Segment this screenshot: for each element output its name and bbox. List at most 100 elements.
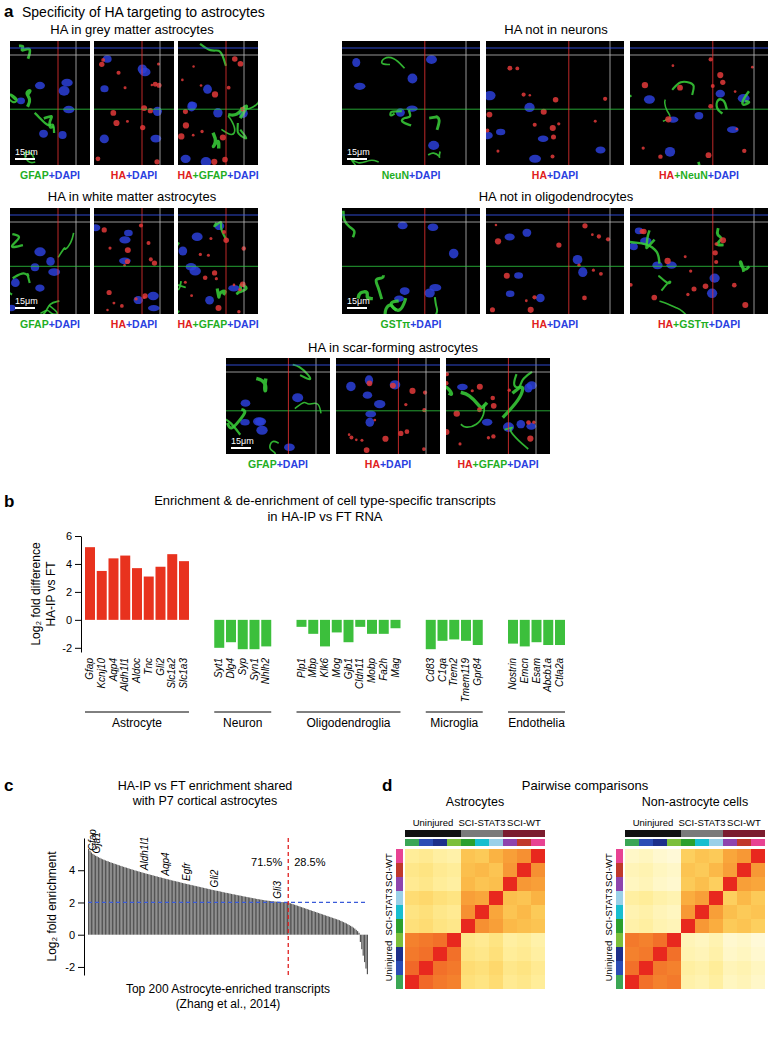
y-tick-group: 6 (66, 530, 81, 542)
heatmap (405, 849, 545, 989)
crosshair (486, 109, 624, 110)
red-stain (200, 84, 203, 87)
crosshair (336, 410, 440, 411)
bar (267, 901, 268, 935)
heatmap-cell (667, 877, 681, 891)
red-stain (192, 134, 195, 137)
channel-label-part: +DAPI (547, 169, 578, 181)
channel-label-part: +GFAP (473, 458, 508, 470)
heatmap-cell (433, 933, 447, 947)
bar (252, 898, 253, 935)
y-tick (78, 967, 84, 968)
panel-letter: a (4, 2, 14, 21)
heatmap-cell (625, 933, 639, 947)
bar (203, 888, 204, 935)
heatmap-cell (531, 863, 545, 877)
bar (169, 880, 170, 935)
green-stain (178, 242, 179, 260)
heatmap-cell (419, 919, 433, 933)
green-stain (270, 441, 279, 454)
orthogonal-divider (160, 41, 161, 165)
heatmap-cell (723, 891, 737, 905)
bar (98, 857, 99, 935)
heatmap-cell (681, 933, 695, 947)
red-stain (720, 80, 725, 85)
green-stain (12, 234, 23, 247)
heatmap-cell (695, 863, 709, 877)
x-tick-group: Syp (237, 658, 248, 676)
orthogonal-divider (630, 55, 768, 56)
red-stain (348, 433, 351, 436)
heatmap-cell (461, 961, 475, 975)
bar (154, 876, 155, 935)
red-stain (349, 435, 353, 439)
red-stain (630, 283, 633, 287)
sample-chip (616, 849, 623, 863)
nucleus (240, 419, 249, 425)
channel-label-part: +DAPI (227, 318, 258, 330)
heatmap-cell (517, 947, 531, 961)
y-tick-group: -2 (65, 961, 84, 973)
bar (151, 875, 152, 935)
nucleus (398, 222, 408, 230)
nucleus (505, 233, 515, 240)
nucleus (124, 230, 133, 237)
red-stain (703, 283, 709, 289)
nucleus (241, 399, 251, 406)
bar (555, 620, 565, 645)
red-stain (709, 57, 713, 61)
bar (201, 887, 202, 934)
heatmap-cell (737, 947, 751, 961)
crosshair (142, 41, 143, 165)
y-tick-label: 4 (69, 864, 75, 876)
red-stain (238, 288, 241, 291)
bar (336, 919, 337, 934)
bar (350, 926, 351, 935)
micrograph-background (486, 208, 624, 314)
green-stain (213, 133, 219, 149)
orthogonal-divider (610, 41, 611, 165)
scale-bar (15, 307, 35, 309)
heatmap-cell (751, 961, 765, 975)
green-stain (256, 378, 266, 390)
x-tick-label: Slc1a2 (166, 658, 177, 689)
green-stain (428, 152, 440, 158)
green-stain (58, 233, 73, 258)
reference-line (88, 902, 368, 903)
x-tick-group: Gfap (84, 658, 95, 680)
green-stain (295, 402, 321, 413)
nucleus (578, 267, 587, 277)
bar (297, 906, 298, 935)
sample-chip (616, 919, 623, 933)
bar (155, 876, 156, 935)
heatmap-cell (489, 863, 503, 877)
bar (520, 620, 530, 647)
scale-bar (15, 158, 35, 160)
heatmap-cell (653, 975, 667, 989)
y-tick-label: -2 (62, 642, 72, 654)
micrograph-background (342, 208, 480, 314)
green-stain (698, 162, 706, 165)
sample-chip (625, 839, 639, 846)
heatmap-cell (681, 961, 695, 975)
x-tick-group: Klk6 (319, 658, 330, 678)
bar (119, 865, 120, 934)
bar (273, 901, 274, 934)
heatmap-cell (709, 849, 723, 863)
nucleus (255, 417, 266, 425)
red-stain (477, 384, 483, 390)
heatmap-cell (433, 975, 447, 989)
heatmap-cell (475, 891, 489, 905)
heatmap-cell (681, 891, 695, 905)
red-stain (139, 224, 143, 228)
heatmap-cell (751, 933, 765, 947)
green-stain (376, 275, 383, 299)
x-tick-group: Nhlh2 (260, 658, 271, 685)
red-stain (200, 130, 203, 133)
crosshair (10, 109, 90, 110)
x-tick-label: Klk6 (319, 658, 330, 678)
micrograph (10, 208, 90, 314)
green-stain (217, 289, 225, 298)
red-stain (490, 307, 495, 312)
heatmap-cell (405, 905, 419, 919)
